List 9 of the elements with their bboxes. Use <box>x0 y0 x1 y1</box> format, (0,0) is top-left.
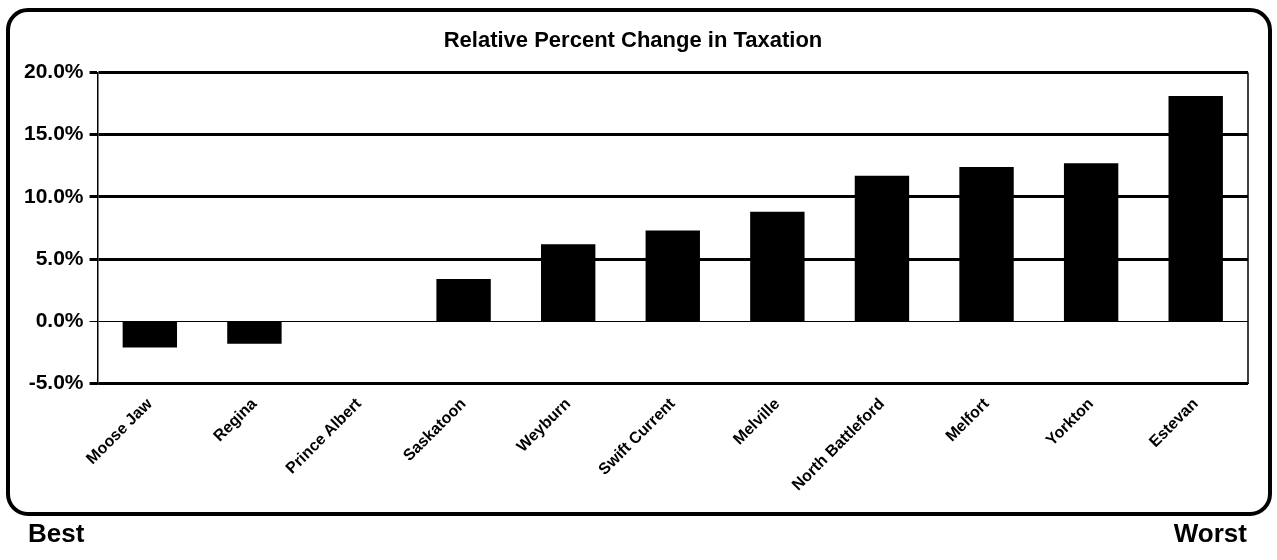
y-tick-label: 0.0% <box>35 308 84 332</box>
chart-title: Relative Percent Change in Taxation <box>443 27 823 53</box>
text: Worst <box>1173 518 1247 549</box>
text: Best <box>28 518 85 549</box>
y-tick-label: 20.0% <box>24 59 84 83</box>
y-tick-label: -5.0% <box>28 370 84 394</box>
y-tick-label: 10.0% <box>24 183 84 207</box>
y-tick-label: 15.0% <box>24 121 84 145</box>
y-tick-label: 5.0% <box>35 245 84 269</box>
